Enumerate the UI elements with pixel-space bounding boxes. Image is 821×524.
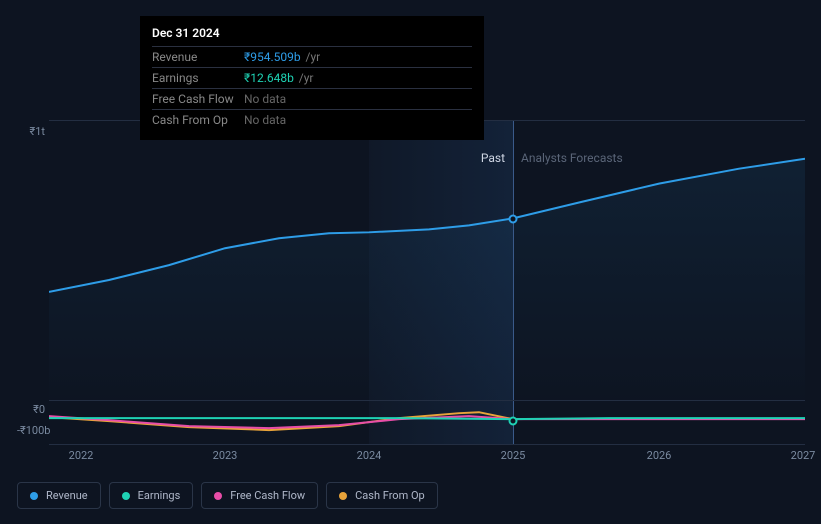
chart-svg	[49, 121, 805, 444]
tooltip-row: Earnings₹12.648b /yr	[152, 67, 472, 88]
chart-area: ₹1t ₹0 -₹100b Past Analysts Forecasts	[17, 120, 807, 445]
x-axis-label: 2027	[791, 449, 816, 462]
legend-swatch	[122, 492, 130, 500]
tooltip-row: Free Cash FlowNo data	[152, 88, 472, 109]
tooltip-date: Dec 31 2024	[152, 26, 472, 40]
legend-label: Free Cash Flow	[230, 489, 305, 502]
region-label-forecast: Analysts Forecasts	[521, 151, 623, 165]
chart-plot[interactable]: Past Analysts Forecasts	[49, 120, 805, 445]
x-axis-label: 2024	[357, 449, 382, 462]
region-label-past: Past	[481, 151, 505, 165]
legend-label: Earnings	[138, 489, 181, 502]
tooltip-value: No data	[244, 113, 286, 127]
legend-label: Cash From Op	[355, 489, 425, 502]
chart-legend: Revenue Earnings Free Cash Flow Cash From O…	[17, 482, 438, 509]
x-axis: 202220232024202520262027	[17, 449, 807, 469]
tooltip-label: Cash From Op	[152, 113, 244, 127]
series-earnings	[49, 418, 805, 419]
tooltip-value: No data	[244, 92, 286, 106]
legend-label: Revenue	[46, 489, 88, 502]
legend-item[interactable]: Earnings	[109, 482, 194, 509]
tooltip-label: Revenue	[152, 50, 244, 64]
chart-tooltip: Dec 31 2024 Revenue₹954.509b /yrEarnings…	[140, 16, 484, 140]
tooltip-row: Cash From OpNo data	[152, 109, 472, 130]
x-axis-label: 2025	[501, 449, 526, 462]
tooltip-value: ₹954.509b /yr	[244, 50, 320, 64]
legend-swatch	[30, 492, 38, 500]
y-axis-label: -₹100b	[17, 424, 45, 437]
legend-swatch	[214, 492, 222, 500]
x-axis-label: 2026	[647, 449, 672, 462]
tooltip-value: ₹12.648b /yr	[244, 71, 314, 85]
tooltip-label: Free Cash Flow	[152, 92, 244, 106]
legend-item[interactable]: Revenue	[17, 482, 101, 509]
chart-marker	[509, 417, 518, 426]
legend-item[interactable]: Free Cash Flow	[201, 482, 318, 509]
legend-item[interactable]: Cash From Op	[326, 482, 438, 509]
y-axis-label: ₹1t	[17, 125, 45, 138]
cursor-line	[513, 121, 514, 444]
legend-swatch	[339, 492, 347, 500]
y-axis-label: ₹0	[17, 403, 45, 416]
tooltip-row: Revenue₹954.509b /yr	[152, 46, 472, 67]
x-axis-label: 2022	[69, 449, 94, 462]
tooltip-label: Earnings	[152, 71, 244, 85]
chart-marker	[509, 215, 518, 224]
x-axis-label: 2023	[213, 449, 238, 462]
